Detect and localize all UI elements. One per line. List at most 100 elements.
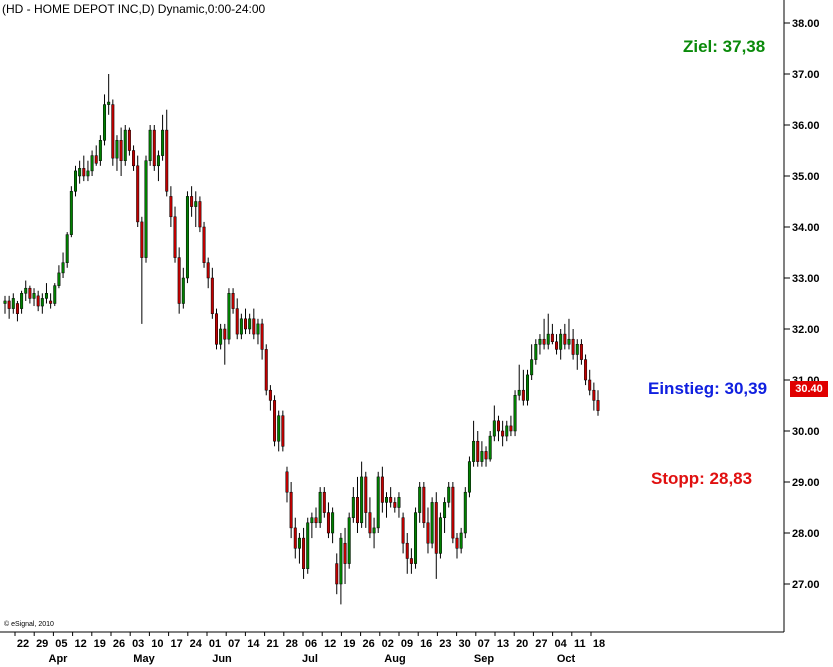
candle <box>559 329 563 360</box>
candle <box>484 446 488 467</box>
y-axis-ticks: 27.0028.0029.0030.0031.0032.0033.0034.00… <box>784 18 820 591</box>
x-day-label: 26 <box>113 638 125 650</box>
candle-body-up <box>488 435 492 460</box>
candle-body-down <box>214 313 218 345</box>
y-tick-label: 30.00 <box>792 426 820 438</box>
candle <box>534 339 538 365</box>
candle <box>127 127 131 156</box>
candle-body-down <box>173 216 177 258</box>
candle <box>310 512 314 539</box>
candle <box>297 533 301 564</box>
candle-body-down <box>119 140 123 161</box>
candle-body-down <box>364 476 368 513</box>
candle <box>20 290 24 314</box>
candle-body-up <box>98 140 102 161</box>
candle-body-down <box>555 341 559 350</box>
candle <box>103 94 107 146</box>
candle <box>214 308 218 350</box>
candle <box>434 492 438 579</box>
candle-body-up <box>447 486 451 503</box>
candle-body-down <box>484 451 488 460</box>
candle-body-up <box>467 461 471 493</box>
candle-body-up <box>360 476 364 524</box>
candle-body-up <box>44 293 48 299</box>
candle <box>36 290 40 312</box>
candle-body-up <box>438 517 442 554</box>
candle <box>530 344 534 380</box>
candle-body-down <box>343 542 347 564</box>
x-day-label: 27 <box>535 638 547 650</box>
candle <box>393 497 397 513</box>
candle-body-down <box>235 308 239 335</box>
y-tick-label: 28.00 <box>792 528 820 540</box>
candle <box>69 186 73 238</box>
candle-body-up <box>156 155 160 167</box>
candle-body-up <box>144 160 148 258</box>
candle <box>343 527 347 584</box>
candle <box>148 125 152 166</box>
x-day-label: 12 <box>324 638 336 650</box>
candle <box>49 293 53 309</box>
candle-body-up <box>74 170 77 192</box>
candle-body-up <box>513 395 517 432</box>
candle <box>248 313 252 335</box>
candle-body-up <box>78 168 82 177</box>
candle-body-down <box>49 300 53 304</box>
candle-body-down <box>268 389 272 401</box>
candle <box>409 548 413 574</box>
candle-body-down <box>509 425 513 432</box>
candle <box>322 487 326 518</box>
candles-group <box>3 74 600 605</box>
candle <box>94 145 98 166</box>
y-tick-label: 27.00 <box>792 579 820 591</box>
candle <box>281 410 285 452</box>
candle <box>443 497 447 533</box>
candle-body-up <box>24 287 28 294</box>
candle-body-up <box>115 140 119 159</box>
y-tick-label: 32.00 <box>792 324 820 336</box>
candle-body-up <box>575 344 579 355</box>
candle-body-up <box>331 512 335 534</box>
candle <box>32 288 36 307</box>
x-day-label: 05 <box>55 638 67 650</box>
candle <box>268 385 272 411</box>
candle-body-up <box>430 502 434 544</box>
candle <box>542 318 546 350</box>
x-axis-ticks: 22 29 05 12 19 26 03 10 17 24 01 07 14 21 28 06 12 19 26 02… <box>14 632 605 665</box>
candle <box>472 420 476 467</box>
candle-body-up <box>181 277 185 304</box>
candle-body-down <box>127 129 131 151</box>
candle <box>65 232 69 268</box>
candle-body-down <box>36 295 40 307</box>
candle-body-down <box>165 129 169 192</box>
candle-body-up <box>107 101 111 105</box>
target-annotation: Ziel: 37,38 <box>683 37 766 56</box>
candle-body-up <box>546 333 550 345</box>
candle-body-up <box>526 374 529 401</box>
candle <box>61 252 65 278</box>
candle <box>360 461 364 528</box>
candle <box>132 145 136 171</box>
x-day-label: 14 <box>247 638 260 650</box>
candle-body-up <box>86 170 90 177</box>
candle-body-up <box>103 104 107 141</box>
candle-body-down <box>28 287 32 299</box>
candle-body-down <box>380 476 384 503</box>
x-day-label: 07 <box>228 638 240 650</box>
candle <box>347 512 351 569</box>
candle <box>7 295 11 319</box>
candle <box>231 288 235 314</box>
candle <box>82 155 86 182</box>
candle <box>223 323 227 365</box>
candle <box>501 420 505 447</box>
candle <box>173 206 177 263</box>
candle-body-down <box>389 497 393 503</box>
x-month-label: Jul <box>302 653 318 665</box>
candle <box>463 487 467 539</box>
candle-body-down <box>422 486 426 524</box>
candle <box>476 431 480 467</box>
candle <box>202 221 206 268</box>
candle <box>239 313 243 340</box>
candle-body-down <box>455 537 459 549</box>
candle <box>401 512 405 554</box>
